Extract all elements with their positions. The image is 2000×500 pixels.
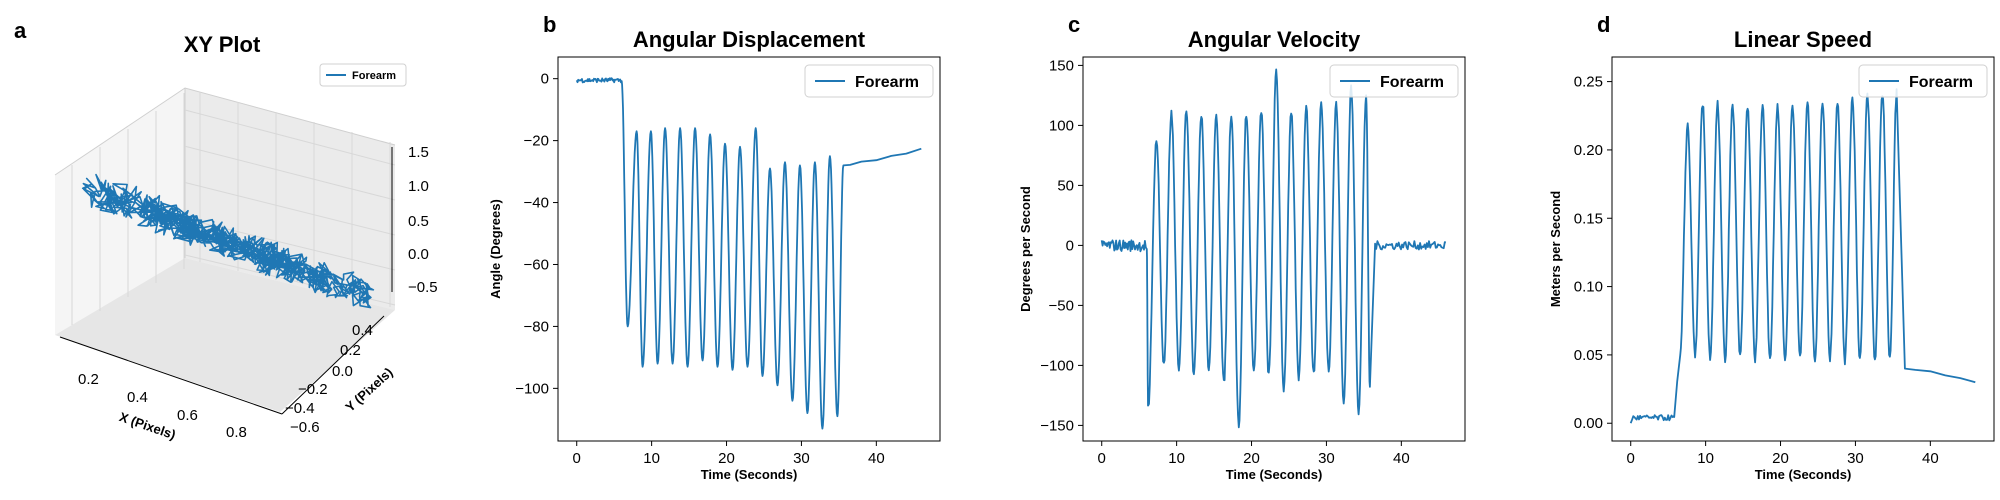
pane-floor	[55, 258, 395, 412]
y-tick-label: 0.10	[1574, 279, 1603, 296]
y-axis-3d	[281, 315, 385, 415]
panel-letter: c	[1068, 12, 1080, 37]
ytick-3d: 0.4	[352, 322, 373, 339]
panel-letter-a: a	[14, 18, 27, 43]
x-tick-label: 10	[643, 450, 660, 467]
x-axis-3d	[59, 336, 283, 415]
legend-label: Forearm	[352, 70, 396, 82]
y-tick-label: 150	[1049, 57, 1074, 74]
chart-title-a: XY Plot	[184, 32, 261, 57]
y-tick-label: −80	[524, 318, 549, 335]
ytick-3d: −0.6	[290, 419, 320, 436]
y-tick-label: 0.15	[1574, 210, 1603, 227]
grid-line	[184, 109, 396, 166]
y-tick-label: 0.00	[1574, 415, 1603, 432]
ytick-3d: −0.4	[285, 400, 315, 417]
panel-c: c Angular Velocity 0 10 20 30 40 150 100 50 0 −50 −1…	[1018, 12, 1466, 482]
series-line-forearm	[1100, 68, 1447, 429]
plot-frame	[557, 56, 941, 442]
y-tick-label: −150	[1040, 417, 1074, 434]
chart-title: Angular Velocity	[1188, 27, 1361, 52]
y-tick-label: −50	[1049, 297, 1074, 314]
x-tick-label: 20	[1772, 450, 1789, 467]
ztick-3d: 0.5	[408, 213, 429, 230]
x-tick-label: 30	[1318, 450, 1335, 467]
y-tick-label: −20	[524, 133, 549, 150]
ztick-3d: −0.5	[408, 279, 438, 296]
y-axis-label: Degrees per Second	[1018, 186, 1033, 312]
panel-letter: b	[543, 12, 556, 37]
ytick-3d: 0.0	[332, 363, 353, 380]
y-tick-label: −100	[1040, 357, 1074, 374]
legend-label: Forearm	[1380, 74, 1444, 91]
legend-box	[804, 64, 934, 98]
grid-line	[184, 145, 396, 201]
x-tick-label: 0	[573, 450, 581, 467]
ytick-3d: −0.2	[298, 381, 328, 398]
panel-d: d Linear Speed 0 10 20 30 40 0.25 0.20 0.15 0.10 0.…	[1548, 12, 1995, 482]
x-tick-label: 20	[1243, 450, 1260, 467]
series-line-forearm	[1629, 88, 1976, 424]
x-tick-label: 0	[1627, 450, 1635, 467]
legend-box	[1858, 64, 1988, 98]
xtick-3d: 0.2	[78, 371, 99, 388]
y-tick-label: 100	[1049, 117, 1074, 134]
grid-line	[184, 182, 396, 236]
panel-letter: d	[1597, 12, 1610, 37]
x-tick-label: 20	[718, 450, 735, 467]
x-axis-label: Time (Seconds)	[1755, 467, 1852, 482]
x-tick-label: 40	[868, 450, 885, 467]
x-tick-label: 30	[1847, 450, 1864, 467]
y-tick-label: 0.05	[1574, 347, 1603, 364]
x-axis-label: Time (Seconds)	[701, 467, 798, 482]
x-tick-label: 0	[1098, 450, 1106, 467]
panel-a: a XY Plot 0.2 0.4 0.6 0.8 X (Pixels) −0.…	[14, 18, 438, 442]
plot-frame	[1082, 56, 1466, 442]
x-tick-label: 40	[1393, 450, 1410, 467]
y-tick-label: 0	[541, 71, 549, 88]
plot-frame	[1611, 56, 1995, 442]
legend-box	[319, 63, 407, 87]
y-tick-label: 0.25	[1574, 74, 1603, 91]
series-line-forearm	[575, 77, 922, 430]
y-tick-label: 50	[1057, 177, 1074, 194]
y-tick-label: 0.20	[1574, 142, 1603, 159]
z-ticks-3d: 1.5 1.0 0.5 0.0 −0.5	[408, 144, 438, 296]
x-tick-label: 10	[1168, 450, 1185, 467]
y-axis-label: Angle (Degrees)	[488, 199, 503, 299]
y-tick-label: −100	[515, 380, 549, 397]
trajectory-line	[81, 173, 375, 309]
x-axis-label-3d: X (Pixels)	[117, 409, 177, 442]
x-tick-label: 30	[793, 450, 810, 467]
x-ticks-3d: 0.2 0.4 0.6 0.8	[78, 371, 247, 441]
xtick-3d: 0.6	[177, 407, 198, 424]
chart-title: Angular Displacement	[633, 27, 866, 52]
y-tick-label: 0	[1066, 237, 1074, 254]
xtick-3d: 0.8	[226, 424, 247, 441]
ytick-3d: 0.2	[340, 342, 361, 359]
xtick-3d: 0.4	[127, 389, 148, 406]
y-tick-label: −60	[524, 256, 549, 273]
ztick-3d: 1.5	[408, 144, 429, 161]
ztick-3d: 1.0	[408, 178, 429, 195]
y-tick-label: −40	[524, 195, 549, 212]
legend-box	[1329, 64, 1459, 98]
y-axis-label: Meters per Second	[1548, 191, 1563, 307]
x-tick-label: 40	[1922, 450, 1939, 467]
trajectory-3d	[81, 173, 375, 309]
x-tick-label: 10	[1697, 450, 1714, 467]
legend-a: Forearm	[319, 63, 407, 87]
ztick-3d: 0.0	[408, 246, 429, 263]
legend-label: Forearm	[1909, 74, 1973, 91]
legend-label: Forearm	[855, 74, 919, 91]
panel-b: b Angular Displacement 0 10 20 30 40 0 −20 −40 −60…	[488, 12, 941, 482]
chart-title: Linear Speed	[1734, 27, 1872, 52]
x-axis-label: Time (Seconds)	[1226, 467, 1323, 482]
y-ticks-3d: −0.6 −0.4 −0.2 0.0 0.2 0.4	[285, 322, 373, 436]
